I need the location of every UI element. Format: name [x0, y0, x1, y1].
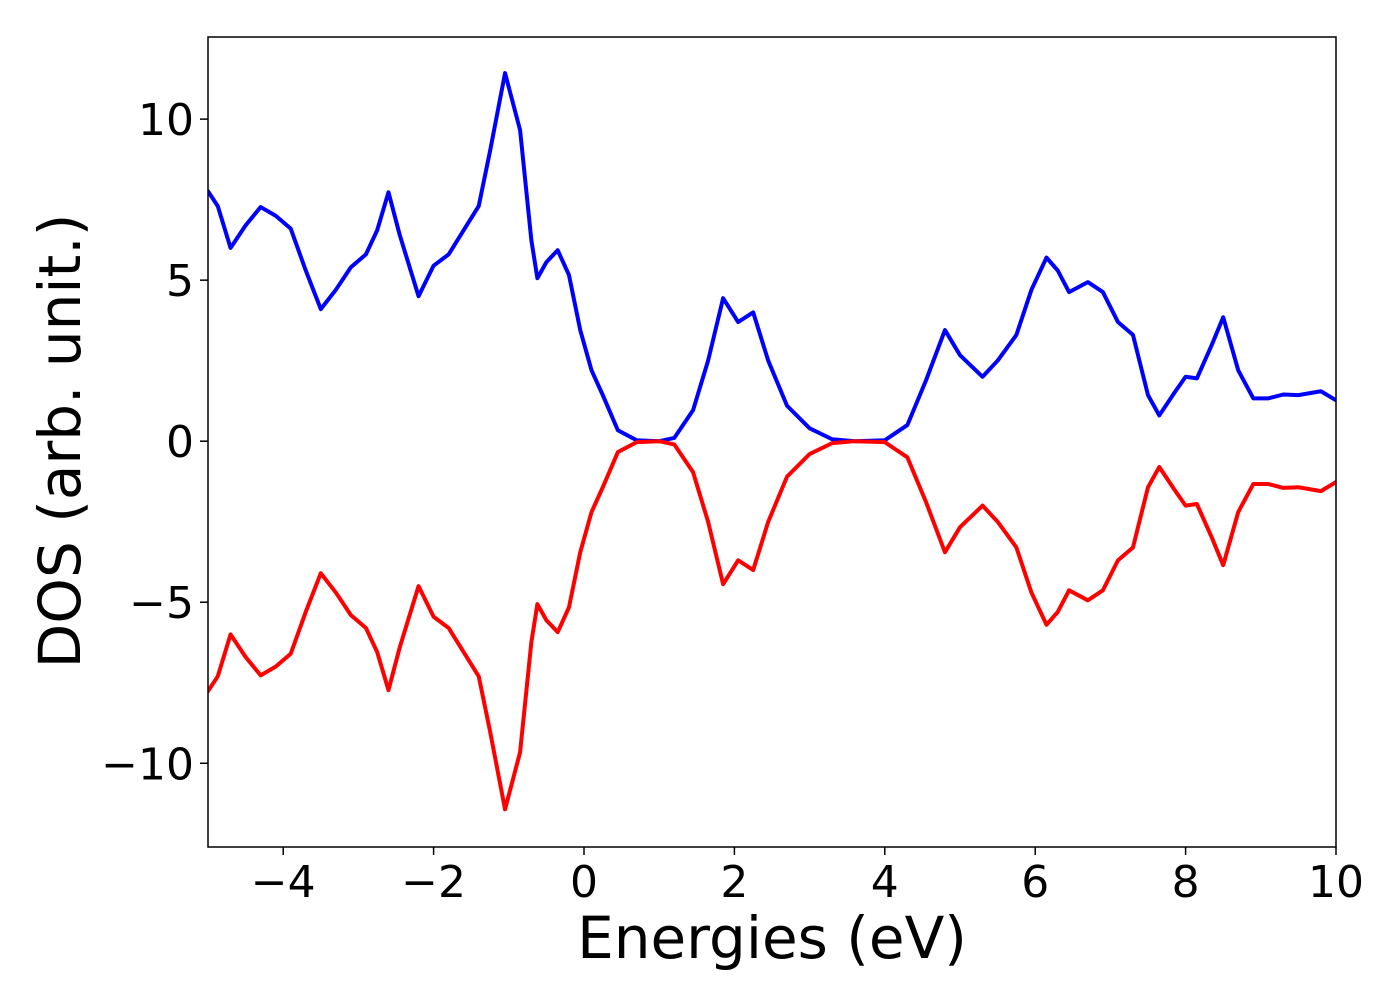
x-tick-label: −2	[401, 857, 466, 908]
y-tick-label: 5	[166, 256, 194, 307]
plot-frame	[207, 36, 1337, 848]
x-tick-label: 0	[570, 857, 598, 908]
x-axis-label: Energies (eV)	[577, 904, 967, 972]
x-tick-label: 8	[1172, 857, 1200, 908]
data-line	[208, 439, 1336, 812]
x-tick-label: 10	[1308, 857, 1364, 908]
x-tick-label: 2	[720, 857, 748, 908]
data-line	[208, 71, 1336, 444]
y-tick-label: −10	[101, 739, 194, 790]
y-tick-label: 10	[138, 95, 194, 146]
y-axis-label: DOS (arb. unit.)	[26, 214, 94, 669]
x-tick-label: −4	[251, 857, 316, 908]
x-tick-label: 6	[1021, 857, 1049, 908]
x-tick-label: 4	[871, 857, 899, 908]
y-tick-label: 0	[166, 417, 194, 468]
y-tick-label: −5	[129, 578, 194, 629]
